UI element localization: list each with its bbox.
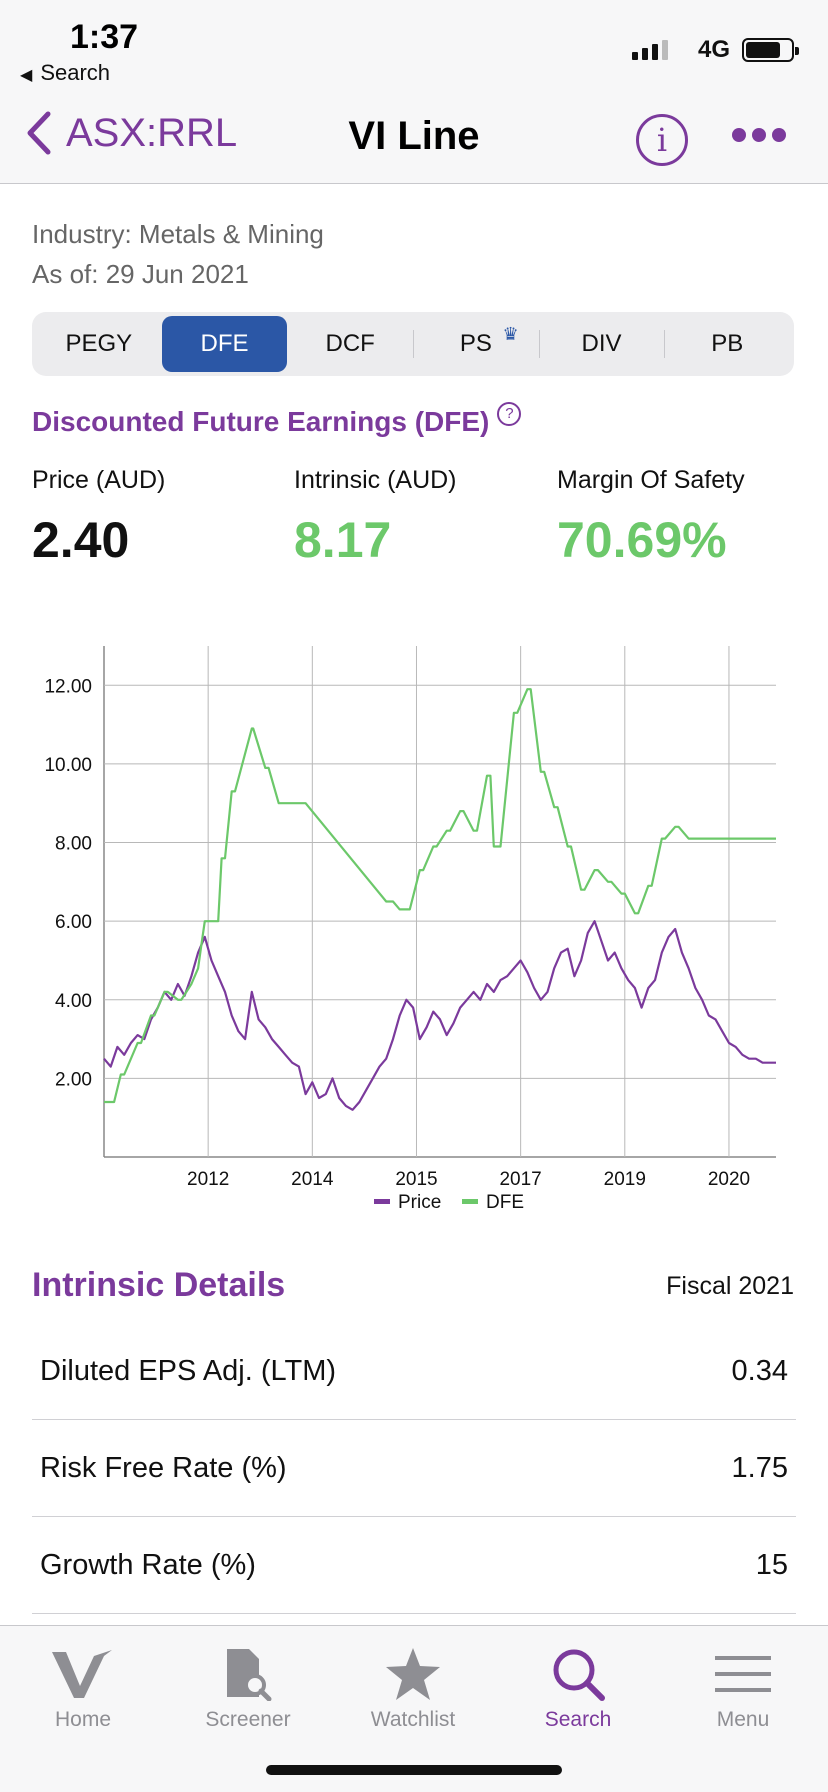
mos-metric: Margin Of Safety 70.69% — [557, 466, 745, 569]
intrinsic-metric: Intrinsic (AUD) 8.17 — [294, 466, 457, 569]
status-time: 1:37 — [70, 18, 139, 56]
segment-div[interactable]: DIV — [538, 316, 665, 372]
legend-label-dfe: DFE — [486, 1192, 524, 1213]
star-icon — [348, 1640, 478, 1708]
y-tick-label: 10.00 — [44, 755, 92, 776]
x-tick-label: 2012 — [187, 1169, 229, 1190]
detail-row-growth-rate: Growth Rate (%) 15 — [32, 1517, 796, 1614]
detail-row-risk-free-rate: Risk Free Rate (%) 1.75 — [32, 1420, 796, 1517]
stock-meta: Industry: Metals & Mining As of: 29 Jun … — [32, 214, 324, 294]
detail-row-eps: Diluted EPS Adj. (LTM) 0.34 — [32, 1323, 796, 1420]
back-button-label: ASX:RRL — [66, 110, 238, 155]
y-tick-label: 6.00 — [55, 912, 92, 933]
x-tick-label: 2020 — [708, 1169, 750, 1190]
section-title: Discounted Future Earnings (DFE)? — [32, 402, 522, 438]
vi-line-chart[interactable]: 2.00 4.00 6.00 8.00 10.00 12.00 2012 2014 2015 20… — [0, 620, 828, 1220]
menu-icon — [678, 1640, 808, 1708]
as-of-label: As of: 29 Jun 2021 — [32, 259, 249, 289]
series-line-price — [103, 920, 776, 1111]
crown-icon: ♛ — [502, 324, 519, 344]
tab-search[interactable]: Search — [513, 1640, 643, 1732]
fiscal-year-label: Fiscal 2021 — [666, 1272, 794, 1300]
tab-bar: Home Screener Watchlist Search Menu — [0, 1625, 828, 1792]
segment-pegy[interactable]: PEGY — [65, 330, 133, 357]
x-tick-label: 2015 — [395, 1169, 437, 1190]
x-tick-label: 2017 — [499, 1169, 541, 1190]
industry-label: Industry: Metals & Mining — [32, 219, 324, 249]
home-indicator — [266, 1765, 562, 1775]
mos-label: Margin Of Safety — [557, 466, 745, 494]
price-label: Price (AUD) — [32, 466, 166, 494]
segment-dfe[interactable]: DFE — [161, 316, 288, 372]
tab-menu-label: Menu — [716, 1708, 770, 1731]
help-icon[interactable]: ? — [497, 402, 522, 426]
back-button[interactable]: ASX:RRL — [26, 110, 237, 156]
tab-search-label: Search — [544, 1708, 612, 1731]
tab-home[interactable]: Home — [18, 1640, 148, 1732]
more-icon[interactable] — [732, 128, 786, 142]
legend-swatch-price — [374, 1199, 390, 1204]
legend-swatch-dfe — [462, 1199, 478, 1204]
back-triangle-icon: ◀ — [20, 67, 33, 84]
back-to-search[interactable]: ◀ Search — [20, 60, 110, 86]
section-title-text: Discounted Future Earnings (DFE) — [32, 406, 490, 437]
tab-watchlist-label: Watchlist — [370, 1708, 456, 1731]
signal-icon — [632, 38, 668, 60]
segment-pb[interactable]: PB — [664, 316, 790, 372]
legend-label-price: Price — [398, 1192, 441, 1213]
tab-screener[interactable]: Screener — [183, 1640, 313, 1732]
detail-row-label: Growth Rate (%) — [40, 1548, 256, 1581]
x-tick-label: 2019 — [604, 1169, 646, 1190]
tab-menu[interactable]: Menu — [678, 1640, 808, 1732]
intrinsic-label: Intrinsic (AUD) — [294, 466, 457, 494]
status-bar: 1:37 ◀ Search 4G — [0, 0, 828, 92]
battery-icon — [742, 38, 799, 62]
intrinsic-details-title: Intrinsic Details — [32, 1266, 286, 1304]
detail-row-value: 15 — [755, 1548, 788, 1581]
tab-home-label: Home — [54, 1708, 112, 1731]
mos-value: 70.69% — [557, 512, 727, 568]
price-value: 2.40 — [32, 512, 130, 568]
y-tick-label: 12.00 — [44, 676, 92, 697]
detail-row-label: Diluted EPS Adj. (LTM) — [40, 1354, 337, 1387]
navigation-bar: ASX:RRL VI Line i — [0, 92, 828, 184]
chevron-left-icon — [27, 111, 51, 155]
segment-dcf[interactable]: DCF — [325, 330, 375, 357]
y-tick-label: 2.00 — [55, 1069, 92, 1090]
screener-icon — [183, 1640, 313, 1708]
search-icon — [513, 1640, 643, 1708]
tab-watchlist[interactable]: Watchlist — [348, 1640, 478, 1732]
segment-ps[interactable]: PS ♛ — [413, 316, 539, 372]
intrinsic-value: 8.17 — [294, 512, 392, 568]
detail-row-value: 0.34 — [731, 1354, 788, 1387]
price-metric: Price (AUD) 2.40 — [32, 466, 165, 569]
x-tick-label: 2014 — [291, 1169, 334, 1190]
tab-screener-label: Screener — [205, 1708, 291, 1731]
page-title: VI Line — [348, 114, 480, 158]
detail-row-value: 1.75 — [731, 1451, 788, 1484]
info-icon[interactable]: i — [636, 114, 688, 166]
valuation-segmented-control: PEGY DFE DCF PS ♛ DIV PB — [32, 312, 794, 376]
detail-row-label: Risk Free Rate (%) — [40, 1451, 287, 1484]
series-line-dfe — [104, 688, 776, 1104]
y-tick-label: 4.00 — [55, 991, 92, 1012]
y-tick-label: 8.00 — [55, 834, 92, 855]
back-to-search-label: Search — [40, 60, 111, 85]
network-label: 4G — [697, 36, 730, 63]
home-logo-icon — [18, 1640, 148, 1708]
